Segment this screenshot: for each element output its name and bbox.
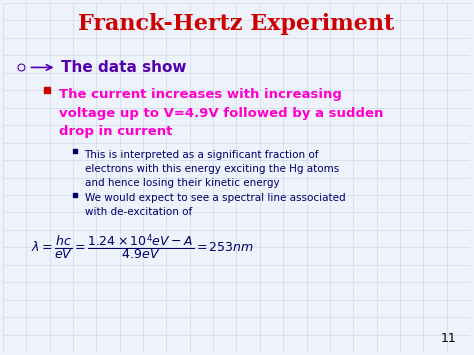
Text: Franck-Hertz Experiment: Franck-Hertz Experiment xyxy=(78,13,394,35)
Text: with de-excitation of: with de-excitation of xyxy=(84,207,192,217)
Text: $\lambda = \dfrac{hc}{eV} = \dfrac{1.24 \times 10^{4}eV - A}{4.9eV} = 253nm$: $\lambda = \dfrac{hc}{eV} = \dfrac{1.24 … xyxy=(31,233,254,262)
Text: The data show: The data show xyxy=(61,60,187,75)
Text: drop in current: drop in current xyxy=(59,125,172,138)
Text: voltage up to V=4.9V followed by a sudden: voltage up to V=4.9V followed by a sudde… xyxy=(59,106,383,120)
Text: This is interpreted as a significant fraction of: This is interpreted as a significant fra… xyxy=(84,149,319,159)
Text: electrons with this energy exciting the Hg atoms: electrons with this energy exciting the … xyxy=(84,164,339,174)
Text: and hence losing their kinetic energy: and hence losing their kinetic energy xyxy=(84,178,279,187)
Text: 11: 11 xyxy=(440,332,456,345)
Text: The current increases with increasing: The current increases with increasing xyxy=(59,88,342,102)
Text: We would expect to see a spectral line associated: We would expect to see a spectral line a… xyxy=(84,193,345,203)
